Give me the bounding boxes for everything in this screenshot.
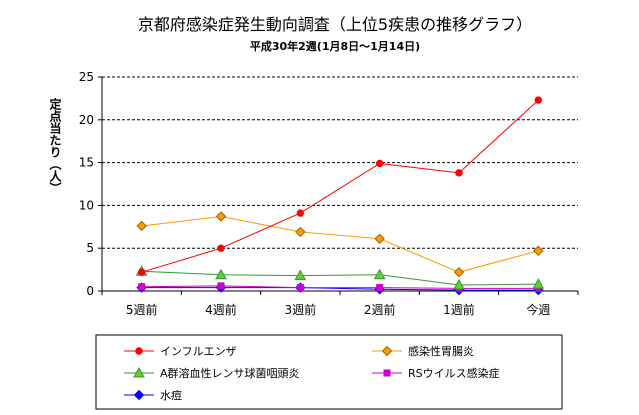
legend-marker [133,389,145,401]
data-point [533,245,544,256]
legend-item: 水痘 [124,388,182,402]
series-diamond [136,211,544,278]
chart-subtitle: 平成30年2週(1月8日～1月14日) [250,39,420,53]
series-circle [137,96,543,276]
chart-title: 京都府感染症発生動向調査（上位5疾患の推移グラフ） [138,15,532,34]
data-point [137,268,146,276]
y-tick-label: 5 [86,241,94,255]
series-line [141,216,539,273]
data-point [532,278,545,289]
legend-label: RSウイルス感染症 [408,366,500,380]
data-point [374,233,385,244]
series-triangle [135,265,545,290]
series-line [141,287,539,291]
data-point [296,284,304,292]
legend-marker [133,366,145,378]
x-tick-label: 4週前 [205,302,237,317]
legend-item: 感染性胃腸炎 [372,344,474,358]
data-point [375,159,384,168]
data-point [294,269,307,281]
y-tick-label: 25 [79,70,94,84]
data-point [215,268,227,280]
y-axis-ticks: 0 5 10 15 20 25 [79,70,102,298]
data-point [453,278,465,290]
y-tick-label: 15 [79,156,94,170]
legend-box [95,334,563,410]
data-point [136,220,147,232]
series-line [141,270,539,286]
x-tick-label: 2週前 [364,302,396,317]
series-line [141,285,539,289]
data-point [138,283,146,291]
legend-label: 感染性胃腸炎 [408,344,474,358]
data-point [217,282,225,290]
legend-item: RSウイルス感染症 [372,366,500,380]
data-point [376,284,384,292]
y-tick-label: 0 [86,284,94,298]
axes [101,77,578,292]
x-tick-label: 5週前 [126,302,158,317]
series-lines [135,96,545,296]
data-point [455,169,463,177]
legend-item: A群溶血性レンサ球菌咽頭炎 [124,366,300,380]
legend-item: インフルエンザ [124,345,237,358]
x-tick-label: 3週前 [285,302,317,317]
data-point [534,96,543,104]
legend-marker [381,345,393,357]
x-tick-label: 今週 [526,302,550,317]
legend-label: インフルエンザ [160,345,237,358]
gridlines [102,76,578,249]
legend-marker [383,369,391,377]
series-line [141,99,539,273]
x-axis-ticks: 5週前 4週前 3週前 2週前 1週前 今週 [101,291,579,317]
data-point [295,226,306,238]
data-point [453,266,465,278]
legend-marker [135,347,143,355]
legend-label: 水痘 [160,388,182,402]
y-tick-label: 10 [79,198,94,212]
data-point [296,209,305,217]
data-point [217,244,225,252]
data-point [373,268,386,280]
data-point [215,211,227,222]
x-tick-label: 1週前 [443,302,475,317]
y-tick-label: 20 [79,113,94,127]
legend-label: A群溶血性レンサ球菌咽頭炎 [160,366,300,380]
y-axis-label: 定点当たり（人） [48,97,62,194]
